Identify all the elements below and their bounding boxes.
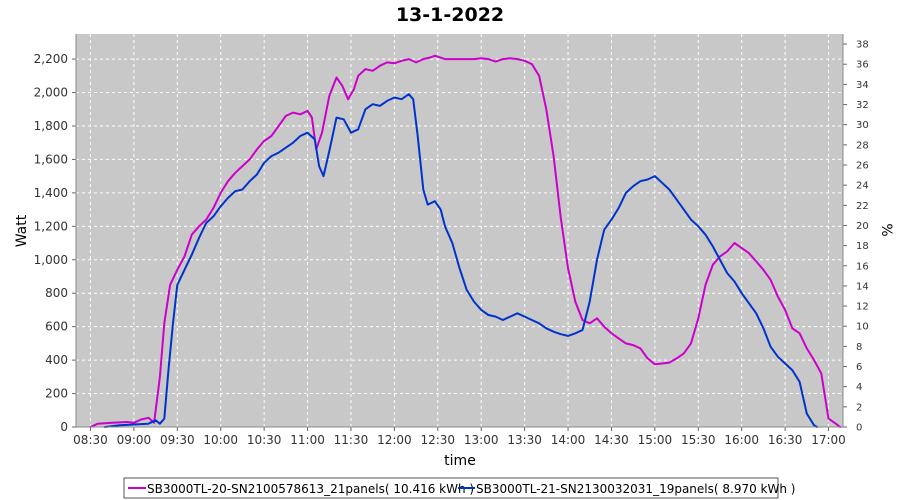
x-tick-label: 14:00 [551, 433, 586, 447]
x-tick-label: 12:00 [377, 433, 412, 447]
legend: SB3000TL-20-SN2100578613_21panels( 10.41… [123, 477, 795, 499]
x-tick-label: 16:30 [768, 433, 803, 447]
x-tick-label: 09:00 [117, 433, 152, 447]
axes-layer: 08:30 09:00 09:30 10:00 10:30 11:00 11:30 12:00… [34, 34, 869, 447]
y-tick-label: 1,800 [34, 119, 68, 133]
y2-tick-label: 30 [856, 120, 869, 131]
x-tick-label: 10:00 [203, 433, 238, 447]
y-axis-label: Watt [14, 214, 30, 247]
x-tick-label: 12:30 [420, 433, 455, 447]
y-tick-label: 1,200 [34, 219, 68, 233]
y2-tick-label: 32 [856, 100, 869, 111]
y2-tick-label: 6 [856, 362, 862, 373]
x-tick-label: 10:30 [247, 433, 282, 447]
y-tick-label: 1,400 [34, 186, 68, 200]
y-tick-label: 600 [45, 320, 68, 334]
y2-tick-label: 8 [856, 342, 862, 353]
x-axis-label: time [444, 453, 476, 469]
y-tick-label: 800 [45, 286, 68, 300]
y-tick-label: 2,200 [34, 52, 68, 66]
y2-tick-label: 20 [856, 221, 869, 232]
y2-axis-label: % [878, 223, 894, 236]
legend-label-1: SB3000TL-20-SN2100578613_21panels( 10.41… [147, 482, 474, 496]
legend-box [123, 477, 779, 499]
y-tick-label: 200 [45, 387, 68, 401]
y2-tick-label: 4 [856, 382, 862, 393]
legend-label-2: SB3000TL-21-SN2130032031_19panels( 8.970… [476, 482, 795, 496]
y2-tick-label: 14 [856, 281, 869, 292]
y2-tick-label: 38 [856, 40, 869, 51]
y2-tick-label: 26 [856, 161, 869, 172]
y2-tick-label: 18 [856, 241, 869, 252]
x-tick-label: 09:30 [160, 433, 195, 447]
y2-tick-label: 28 [856, 140, 869, 151]
series-line-2 [103, 93, 818, 428]
x-tick-label: 08:30 [73, 433, 108, 447]
y2-tick-label: 2 [856, 402, 862, 413]
x-tick-label: 15:30 [681, 433, 716, 447]
x-tick-label: 16:00 [724, 433, 759, 447]
y2-tick-label: 34 [856, 80, 869, 91]
y-tick-label: 1,000 [34, 253, 68, 267]
chart-title: 13-1-2022 [396, 4, 504, 26]
x-tick-label: 13:30 [507, 433, 542, 447]
y2-tick-label: 10 [856, 322, 869, 333]
y2-tick-label: 36 [856, 60, 869, 71]
y2-tick-label: 16 [856, 261, 869, 272]
series-layer [89, 54, 842, 428]
y-tick-label: 1,600 [34, 152, 68, 166]
y-tick-label: 0 [60, 420, 68, 434]
x-tick-label: 17:00 [811, 433, 846, 447]
y2-tick-label: 22 [856, 201, 869, 212]
x-tick-label: 11:00 [290, 433, 325, 447]
y-tick-label: 2,000 [34, 86, 68, 100]
x-tick-label: 15:00 [638, 433, 673, 447]
y2-tick-label: 0 [856, 423, 862, 434]
x-tick-label: 14:30 [594, 433, 629, 447]
x-tick-label: 11:30 [334, 433, 369, 447]
y2-tick-label: 12 [856, 302, 869, 313]
x-tick-label: 13:00 [464, 433, 499, 447]
y-tick-label: 400 [45, 353, 68, 367]
y2-tick-label: 24 [856, 181, 869, 192]
plot-area [76, 34, 843, 427]
